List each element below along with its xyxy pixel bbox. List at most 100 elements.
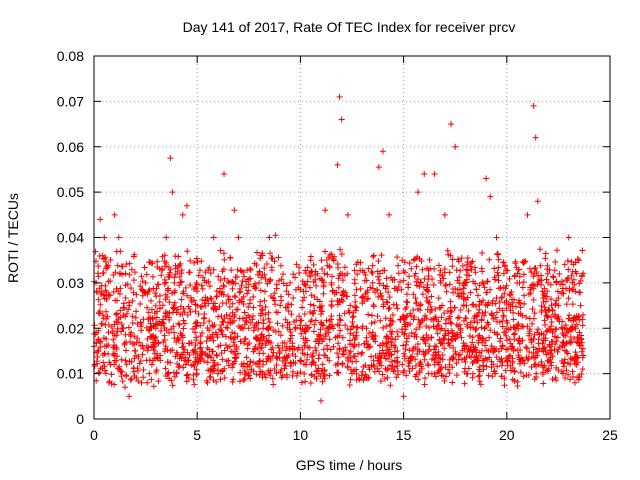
data-point [149,357,156,364]
data-point [436,271,443,278]
data-point [126,393,133,400]
data-point [131,251,138,258]
data-point [371,319,378,326]
data-point [489,300,496,307]
data-point [267,250,274,257]
data-point [476,378,483,385]
data-point [176,355,183,362]
data-point [529,305,536,312]
data-point [514,279,521,286]
data-point [257,312,264,319]
data-point [273,281,280,288]
data-point [106,378,113,385]
data-point [245,287,252,294]
data-point [345,354,352,361]
data-point [512,303,519,310]
data-point [530,273,537,280]
data-point [307,379,314,386]
data-point [209,322,216,329]
data-point [520,279,527,286]
data-point [156,265,163,272]
data-point [565,295,572,302]
data-point [514,347,521,354]
data-point [184,371,191,378]
data-point [328,279,335,286]
data-point [506,275,513,282]
data-point [218,350,225,357]
data-point [95,347,102,354]
data-point [532,264,539,271]
data-point [351,292,358,299]
data-point [574,339,581,346]
data-point [128,375,135,382]
data-point [353,304,360,311]
data-point [369,262,376,269]
data-point [368,353,375,360]
data-point [417,302,424,309]
data-point [386,304,393,311]
data-point [457,267,464,274]
data-point [365,295,372,302]
data-point [561,374,568,381]
data-point [347,330,354,337]
data-point [445,315,452,322]
data-point [376,270,383,277]
data-point [265,315,272,322]
data-point [184,248,191,255]
data-point [154,321,161,328]
data-point [302,288,309,295]
data-point [142,289,149,296]
data-point [193,280,200,287]
data-point [210,304,217,311]
data-point [280,271,287,278]
data-point [518,323,525,330]
data-point [318,397,325,404]
data-point [491,329,498,336]
data-point [129,319,136,326]
data-point [194,258,201,265]
data-point [161,332,168,339]
data-point [217,247,224,254]
data-points [91,93,587,404]
data-point [394,305,401,312]
data-point [253,249,260,256]
data-point [501,375,508,382]
data-point [240,377,247,384]
data-point [304,356,311,363]
data-point [273,309,280,316]
data-point [352,298,359,305]
data-point [530,315,537,322]
data-point [346,350,353,357]
data-point [408,265,415,272]
data-point [377,378,384,385]
data-point [355,350,362,357]
data-point [449,364,456,371]
data-point [534,329,541,336]
data-point [225,357,232,364]
data-point [564,257,571,264]
data-point [463,371,470,378]
data-point [169,347,176,354]
data-point [122,270,129,277]
data-point [547,343,554,350]
data-point [206,283,213,290]
data-point [487,327,494,334]
data-point [128,285,135,292]
data-point [376,280,383,287]
data-point [169,189,176,196]
data-point [233,354,240,361]
data-point [158,322,165,329]
data-point [365,311,372,318]
data-point [111,352,118,359]
data-point [540,292,547,299]
data-point [364,289,371,296]
data-point [157,327,164,334]
data-point [259,307,266,314]
data-point [100,269,107,276]
data-point [244,290,251,297]
data-point [537,262,544,269]
data-point [410,291,417,298]
data-point [498,362,505,369]
data-point [535,272,542,279]
data-point [140,366,147,373]
